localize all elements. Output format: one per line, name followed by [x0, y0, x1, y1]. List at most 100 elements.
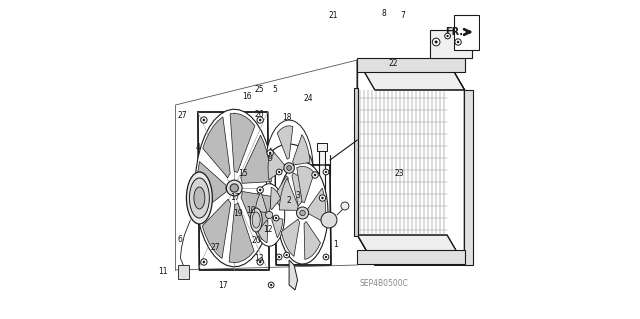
Circle shape — [284, 163, 294, 173]
Ellipse shape — [186, 172, 212, 224]
Circle shape — [266, 211, 273, 219]
Circle shape — [435, 41, 438, 43]
Polygon shape — [202, 199, 231, 258]
Polygon shape — [258, 220, 268, 243]
Polygon shape — [277, 162, 328, 264]
Text: 6: 6 — [177, 235, 182, 244]
Circle shape — [325, 171, 327, 173]
Circle shape — [203, 261, 205, 263]
Polygon shape — [265, 120, 313, 216]
Text: 20: 20 — [252, 236, 261, 245]
Polygon shape — [274, 176, 289, 210]
Text: 3: 3 — [295, 191, 300, 200]
Text: 12: 12 — [263, 225, 273, 234]
Text: 22: 22 — [388, 59, 398, 68]
Polygon shape — [270, 187, 280, 210]
Circle shape — [259, 119, 262, 121]
Text: 9: 9 — [267, 154, 272, 163]
Polygon shape — [289, 260, 298, 290]
Bar — [463, 90, 472, 265]
Text: 7: 7 — [400, 11, 404, 20]
Circle shape — [432, 38, 440, 46]
Polygon shape — [292, 135, 310, 165]
Bar — [354, 88, 358, 236]
Polygon shape — [241, 135, 271, 183]
Ellipse shape — [189, 178, 209, 218]
Polygon shape — [253, 184, 285, 246]
Polygon shape — [197, 161, 226, 213]
Bar — [454, 15, 479, 50]
Circle shape — [227, 180, 242, 196]
Circle shape — [323, 254, 329, 260]
Text: 11: 11 — [158, 267, 168, 276]
Circle shape — [259, 189, 262, 191]
Polygon shape — [297, 166, 314, 203]
Polygon shape — [308, 188, 326, 223]
Polygon shape — [198, 112, 269, 270]
Circle shape — [314, 174, 316, 176]
Circle shape — [230, 184, 239, 192]
Polygon shape — [195, 109, 273, 267]
Circle shape — [323, 169, 329, 175]
Text: 18: 18 — [282, 113, 291, 122]
Bar — [429, 30, 472, 58]
Circle shape — [276, 254, 282, 260]
Circle shape — [268, 282, 274, 288]
Circle shape — [321, 197, 324, 199]
Text: 13: 13 — [254, 254, 264, 263]
Text: 15: 15 — [238, 169, 248, 178]
Text: 17: 17 — [218, 281, 227, 290]
Text: 10: 10 — [246, 206, 256, 215]
Circle shape — [273, 215, 279, 221]
Polygon shape — [275, 165, 331, 265]
Polygon shape — [255, 192, 266, 212]
Circle shape — [257, 117, 264, 123]
Text: 4: 4 — [195, 143, 200, 152]
Circle shape — [257, 187, 264, 193]
Circle shape — [341, 202, 349, 210]
Circle shape — [300, 210, 305, 216]
Text: SEP4B0500C: SEP4B0500C — [360, 279, 408, 288]
Polygon shape — [292, 173, 309, 206]
Polygon shape — [277, 126, 293, 159]
Polygon shape — [203, 117, 230, 178]
Text: 2: 2 — [286, 197, 291, 205]
Circle shape — [278, 256, 280, 258]
Text: 26: 26 — [255, 110, 264, 119]
Ellipse shape — [252, 212, 260, 228]
Circle shape — [445, 33, 451, 39]
Circle shape — [201, 117, 207, 123]
Ellipse shape — [250, 208, 262, 232]
Circle shape — [321, 212, 337, 228]
Text: 17: 17 — [230, 193, 240, 202]
Text: 27: 27 — [177, 111, 187, 120]
Polygon shape — [229, 203, 254, 263]
Text: 23: 23 — [394, 169, 404, 178]
Circle shape — [276, 169, 282, 175]
Circle shape — [296, 207, 308, 219]
Bar — [317, 143, 328, 151]
Circle shape — [201, 259, 207, 265]
Circle shape — [257, 259, 264, 265]
Circle shape — [267, 150, 273, 156]
Polygon shape — [241, 191, 271, 242]
Circle shape — [259, 261, 262, 263]
Text: 16: 16 — [242, 92, 252, 101]
Polygon shape — [268, 148, 285, 180]
Polygon shape — [281, 219, 300, 256]
Circle shape — [319, 195, 326, 201]
Bar — [319, 148, 326, 193]
Text: 19: 19 — [233, 209, 243, 218]
Circle shape — [455, 39, 461, 45]
Bar — [357, 250, 465, 264]
Polygon shape — [279, 178, 298, 210]
Circle shape — [269, 152, 271, 154]
Polygon shape — [357, 235, 465, 265]
Circle shape — [278, 171, 280, 173]
Circle shape — [325, 256, 327, 258]
Text: 25: 25 — [255, 85, 264, 94]
Polygon shape — [357, 60, 465, 265]
Text: 24: 24 — [303, 94, 313, 103]
Polygon shape — [357, 60, 465, 90]
Text: 27: 27 — [211, 243, 220, 252]
